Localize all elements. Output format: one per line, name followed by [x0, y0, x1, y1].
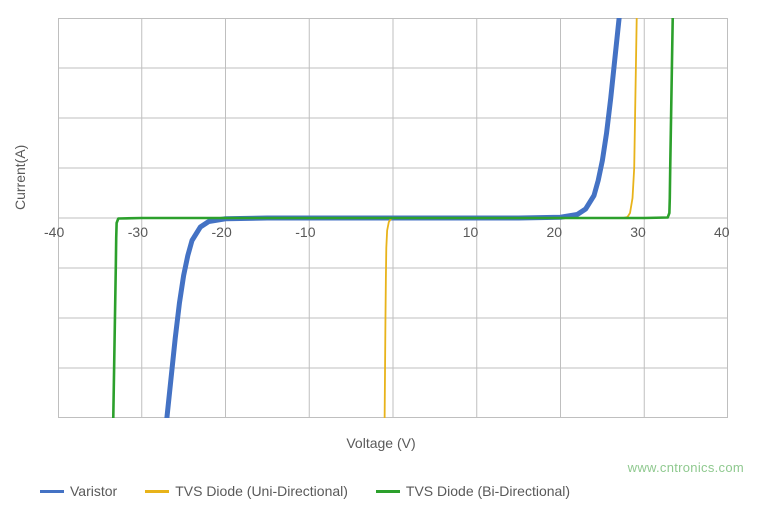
watermark: www.cntronics.com — [628, 460, 744, 475]
x-tick-label: 40 — [714, 224, 730, 240]
legend-label: TVS Diode (Uni-Directional) — [175, 483, 348, 499]
x-tick-label: -40 — [44, 224, 64, 240]
legend-item-tvs-uni: TVS Diode (Uni-Directional) — [145, 483, 348, 499]
x-tick-label: 20 — [547, 224, 563, 240]
legend-item-tvs-bi: TVS Diode (Bi-Directional) — [376, 483, 570, 499]
legend: Varistor TVS Diode (Uni-Directional) TVS… — [40, 483, 570, 499]
x-tick-label: 10 — [463, 224, 479, 240]
x-tick-label: -10 — [295, 224, 315, 240]
legend-swatch — [376, 490, 400, 493]
y-axis-label: Current(A) — [12, 145, 28, 210]
x-tick-label: 30 — [630, 224, 646, 240]
x-axis-label: Voltage (V) — [0, 435, 762, 451]
legend-item-varistor: Varistor — [40, 483, 117, 499]
legend-swatch — [145, 490, 169, 493]
legend-label: TVS Diode (Bi-Directional) — [406, 483, 570, 499]
plot-area — [58, 18, 728, 418]
legend-label: Varistor — [70, 483, 117, 499]
x-tick-label: -30 — [128, 224, 148, 240]
chart-container: { "chart": { "type": "line", "xlabel": "… — [0, 0, 762, 511]
legend-swatch — [40, 490, 64, 493]
x-tick-label: -20 — [212, 224, 232, 240]
